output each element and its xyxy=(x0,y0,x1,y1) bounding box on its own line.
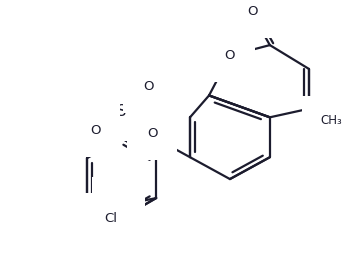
Text: Cl: Cl xyxy=(104,213,117,226)
Text: O: O xyxy=(225,49,235,62)
Text: O: O xyxy=(90,124,100,137)
Text: Cl: Cl xyxy=(112,196,125,209)
Text: O: O xyxy=(147,127,157,140)
Text: O: O xyxy=(143,81,154,93)
Text: O: O xyxy=(248,5,258,18)
Text: S: S xyxy=(117,104,126,119)
Text: CH₃: CH₃ xyxy=(320,114,342,127)
